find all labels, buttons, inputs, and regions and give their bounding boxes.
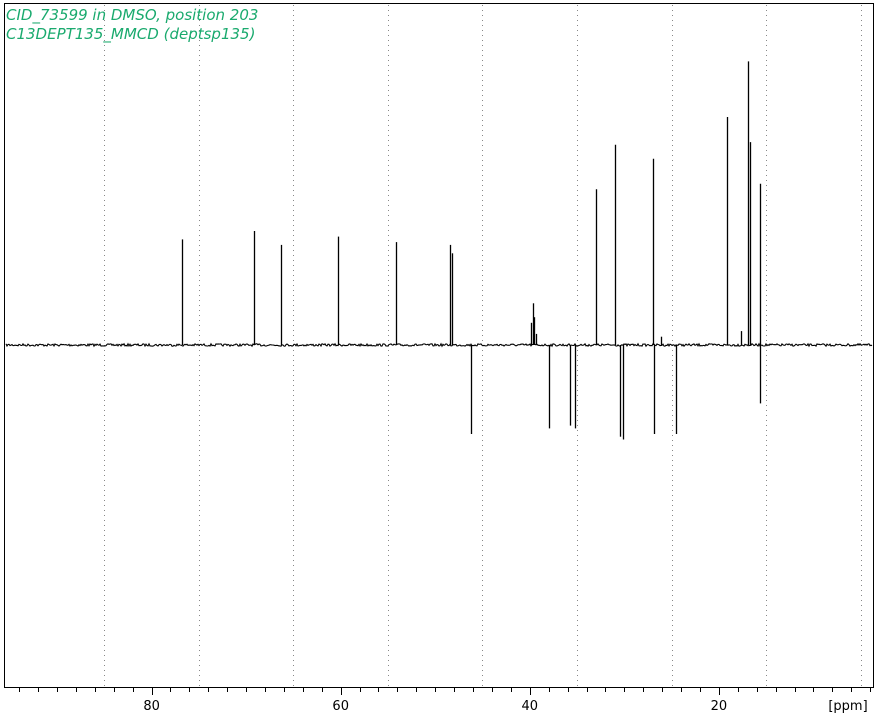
x-tick-label: 80 [143,699,160,714]
plot-frame [4,3,874,688]
spectrum-baseline [5,342,873,348]
x-tick-label: 60 [332,699,349,714]
x-tick-label: 20 [711,699,728,714]
chart-title-line-2: C13DEPT135_MMCD (deptsp135) [6,25,255,44]
chart-title-line-1: CID_73599 in DMSO, position 203 [6,6,258,25]
x-axis-label: [ppm] [828,699,867,714]
x-tick-label: 40 [522,699,539,714]
baseline-trace [5,342,873,348]
spectrum-peaks [181,61,762,440]
x-axis: 80 60 40 20 [19,687,871,714]
